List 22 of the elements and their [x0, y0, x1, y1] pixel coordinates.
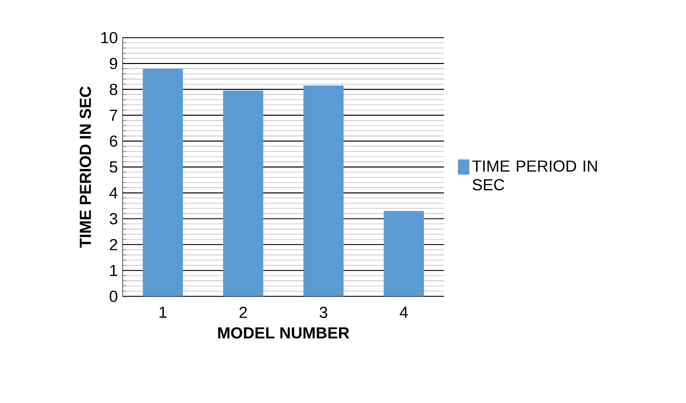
y-tick-label: 10 [101, 32, 118, 44]
y-tick-label: 1 [110, 264, 118, 276]
x-tick-label: 2 [240, 306, 247, 318]
x-tick-label: 1 [160, 306, 167, 318]
y-tick-label: 5 [110, 161, 118, 173]
y-tick-label: 8 [110, 84, 118, 96]
bar [384, 210, 424, 296]
y-tick-label: 2 [110, 239, 118, 250]
x-axis-title: MODEL NUMBER [218, 327, 350, 339]
y-tick-label: 6 [110, 135, 118, 147]
bar [142, 68, 183, 296]
y-tick-label: 4 [109, 187, 118, 198]
x-tick-label: 3 [320, 306, 328, 318]
y-tick-label: 7 [110, 110, 118, 121]
legend-label: TIME PERIOD IN SEC [472, 160, 597, 190]
y-tick-label: 9 [110, 58, 118, 70]
y-tick-label: 3 [110, 213, 118, 224]
y-axis-title: TIME PERIOD IN SEC [80, 86, 92, 248]
x-tick-label: 4 [400, 306, 408, 318]
y-tick-label: 0 [110, 290, 118, 302]
bar [303, 86, 344, 296]
bar [223, 90, 264, 296]
